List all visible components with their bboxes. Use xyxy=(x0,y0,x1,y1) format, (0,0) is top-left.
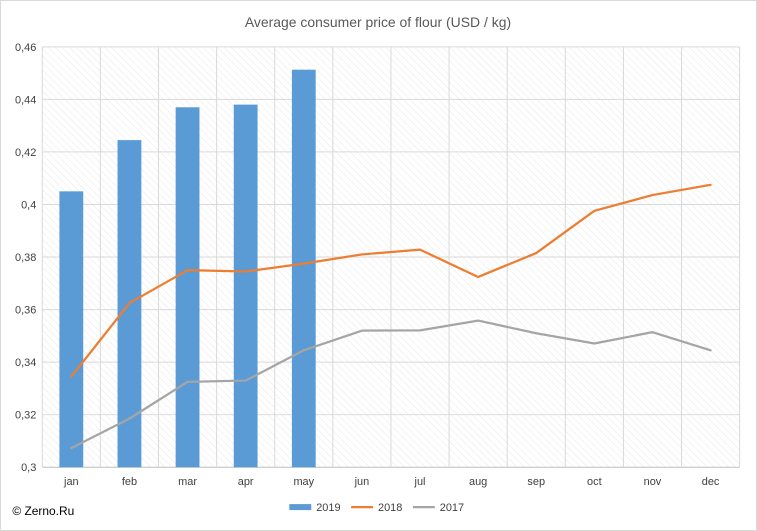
legend-label-2018: 2018 xyxy=(378,502,402,514)
bar-2019 xyxy=(233,104,258,468)
gridlines xyxy=(41,46,741,468)
x-tick-label: oct xyxy=(587,476,602,488)
x-tick-label: dec xyxy=(702,476,720,488)
x-tick-label: jun xyxy=(354,476,370,488)
y-tick-label: 0,38 xyxy=(15,252,36,264)
x-tick-label: feb xyxy=(122,476,137,488)
copyright-text: © Zerno.Ru xyxy=(12,504,74,518)
y-axis: 0,3 0,32 0,34 0,36 0,38 0,4 0,42 0,44 0,46 xyxy=(15,42,36,474)
x-tick-label: aug xyxy=(469,476,487,488)
chart-title: Average consumer price of flour (USD / k… xyxy=(245,14,511,30)
y-tick-label: 0,34 xyxy=(15,357,36,369)
series-line-2017 xyxy=(70,319,712,450)
lines xyxy=(70,183,712,450)
bar-2019 xyxy=(175,107,200,468)
bar-2019 xyxy=(291,69,316,468)
x-tick-label: may xyxy=(293,476,314,488)
x-tick-label: sep xyxy=(527,476,545,488)
y-tick-label: 0,4 xyxy=(21,199,36,211)
x-tick-label: jul xyxy=(414,476,426,488)
x-axis: jan feb mar apr may jun jul aug sep oct nov dec xyxy=(63,476,720,488)
x-tick-label: apr xyxy=(238,476,254,488)
y-tick-label: 0,32 xyxy=(15,410,36,422)
x-tick-label: mar xyxy=(178,476,197,488)
legend-label-2017: 2017 xyxy=(440,502,464,514)
y-tick-label: 0,36 xyxy=(15,305,36,317)
series-line-2018 xyxy=(70,183,712,378)
bar-2019 xyxy=(59,191,84,468)
legend: 2019 2018 2017 xyxy=(289,502,464,514)
y-tick-label: 0,42 xyxy=(15,147,36,159)
legend-label-2019: 2019 xyxy=(316,502,340,514)
x-tick-label: nov xyxy=(644,476,662,488)
y-tick-label: 0,44 xyxy=(15,94,36,106)
y-tick-label: 0,3 xyxy=(21,462,36,474)
legend-swatch-2019 xyxy=(289,504,312,511)
y-tick-label: 0,46 xyxy=(15,42,36,54)
x-tick-label: jan xyxy=(63,476,79,488)
